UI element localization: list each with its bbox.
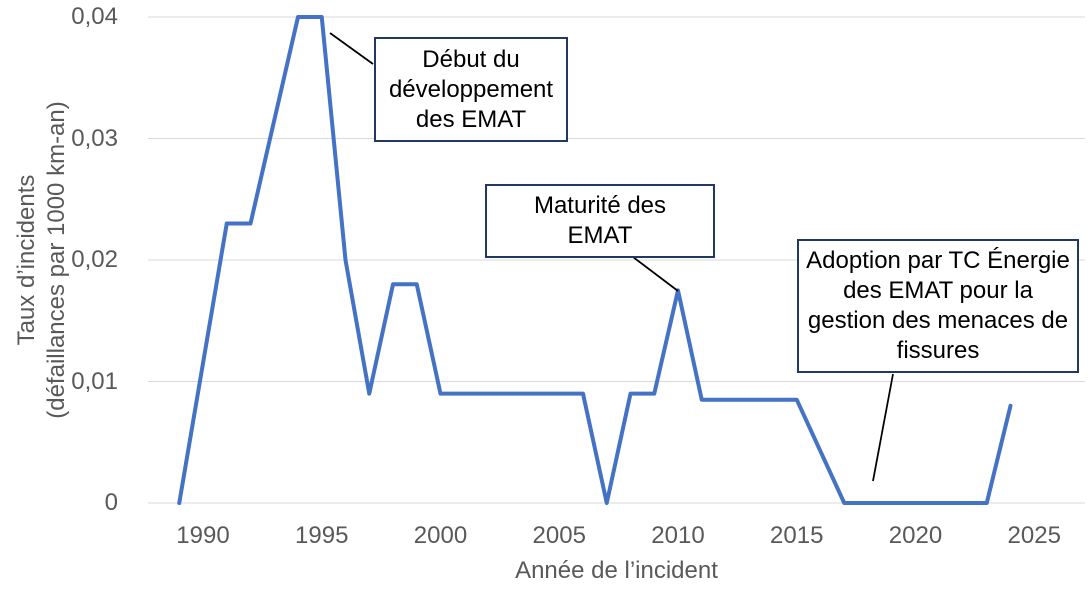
y-tick-label: 0,02 (71, 246, 118, 273)
data-line-taux-incidents (177, 15, 1013, 505)
y-tick-label: 0,03 (71, 124, 118, 152)
y-tick-label: 0 (104, 489, 118, 516)
annotation-adoption-tc-energie: Adoption par TC Énergie des EMAT pour la g… (797, 239, 1079, 373)
annotation-line: des EMAT pour la (843, 277, 1033, 304)
y-tick-label: 0,04 (71, 3, 118, 30)
x-tick-label: 2025 (1007, 522, 1061, 549)
x-axis-title: Année de l’incident (515, 557, 718, 584)
annotation-text: Maturité des EMAT (534, 191, 666, 251)
y-tick-label: 0,01 (71, 367, 118, 395)
x-tick-label: 2000 (413, 522, 468, 549)
annotation-line: développement (388, 75, 554, 103)
annotation-text: Adoption par TC Énergie des EMAT pour la g… (806, 246, 1070, 366)
annotation-line: des EMAT (415, 105, 527, 133)
x-tick-label: 2020 (888, 522, 943, 549)
x-tick-label: 1990 (176, 522, 230, 549)
leader-line-maturite-emat (632, 256, 679, 292)
annotation-line: Adoption par TC Énergie (806, 247, 1070, 274)
annotation-line: fissures (896, 337, 980, 364)
annotation-line: Maturité des (533, 192, 667, 219)
x-tick-label: 2015 (770, 522, 824, 549)
annotation-debut-developpement-emat: Début du développement des EMAT (374, 37, 568, 142)
annotation-line: Début du (422, 45, 520, 73)
annotation-line: gestion des menaces de (807, 307, 1069, 334)
leader-line-debut-developpement-emat (329, 32, 374, 65)
annotation-line: EMAT (567, 222, 633, 249)
x-tick-label: 2005 (532, 522, 586, 549)
x-tick-label: 1995 (295, 522, 349, 549)
annotation-maturite-emat: Maturité des EMAT (485, 184, 715, 258)
annotation-text: Début du développement des EMAT (389, 45, 553, 135)
x-tick-label: 2010 (651, 522, 705, 549)
leader-line-adoption-tc-energie (872, 373, 894, 482)
